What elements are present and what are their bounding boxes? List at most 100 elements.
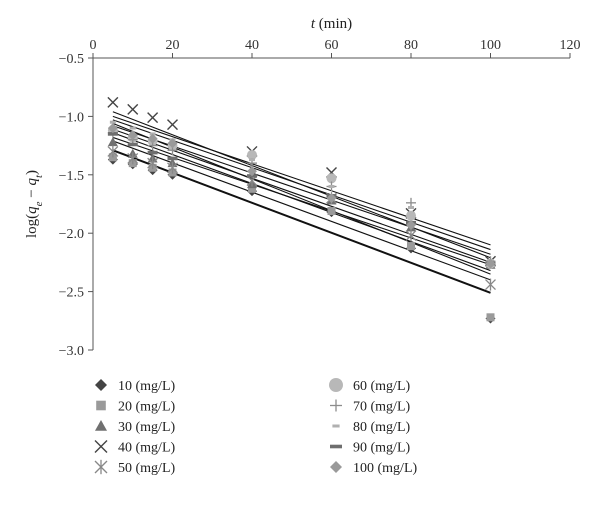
x-tick-label: 60 xyxy=(325,38,339,53)
circle-icon xyxy=(326,173,337,184)
x-tick-label: 0 xyxy=(90,38,97,53)
y-tick-label: −1.5 xyxy=(59,169,84,184)
axes: 0 20 40 60 80 100 120 −0.5 −1.0 −1.5 −2.0 −2.5 −3.0 xyxy=(59,38,581,359)
data-point xyxy=(248,184,256,193)
dash-icon xyxy=(129,126,136,130)
x-tick-label: 40 xyxy=(245,38,259,53)
data-point xyxy=(405,229,417,242)
legend-marker xyxy=(329,378,343,392)
y-tick-label: −3.0 xyxy=(59,344,84,359)
bar-icon xyxy=(330,444,342,449)
legend-marker xyxy=(95,420,107,431)
circle-icon xyxy=(329,378,343,392)
series-10-mg-l- xyxy=(107,154,496,324)
data-point xyxy=(167,119,178,131)
diamond-icon xyxy=(485,258,496,269)
data-point xyxy=(147,112,159,124)
diamond-icon xyxy=(167,138,178,149)
data-point xyxy=(485,258,496,269)
legend-marker xyxy=(330,444,342,449)
fit-lines xyxy=(112,111,491,294)
legend-label: 50 (mg/L) xyxy=(118,461,175,476)
series-30-mg-l- xyxy=(107,137,496,269)
fit-line xyxy=(112,115,491,246)
triangle-icon xyxy=(107,137,118,147)
legend-label: 10 (mg/L) xyxy=(118,379,175,394)
legend-label: 100 (mg/L) xyxy=(353,461,417,476)
legend-item: 40 (mg/L) xyxy=(94,440,175,456)
fit-line xyxy=(112,140,491,281)
x-tick-label: 80 xyxy=(404,38,418,53)
diamond-icon xyxy=(107,123,118,134)
data-point xyxy=(327,207,336,216)
dash-icon xyxy=(328,184,335,188)
square-icon xyxy=(407,242,415,251)
legend-item: 50 (mg/L) xyxy=(94,459,175,476)
bar-icon xyxy=(127,142,138,147)
legend-item: 100 (mg/L) xyxy=(330,461,417,476)
x-axis-title: t (min) xyxy=(311,16,352,32)
x-tick-label: 120 xyxy=(560,38,581,53)
x-tick-label: 100 xyxy=(480,38,501,53)
data-point xyxy=(127,103,139,115)
y-axis-title: log(qe − qt) xyxy=(24,170,45,238)
data-point xyxy=(167,138,178,149)
legend-item: 60 (mg/L) xyxy=(329,378,410,394)
legend-marker xyxy=(94,440,108,453)
data-point xyxy=(147,150,158,155)
data-point xyxy=(406,220,416,231)
legend-marker xyxy=(330,461,342,473)
data-point xyxy=(147,133,158,144)
dash-icon xyxy=(332,424,340,428)
triangle-icon xyxy=(95,420,107,431)
data-point xyxy=(127,152,139,165)
legend-item: 70 (mg/L) xyxy=(330,399,410,415)
legend-marker xyxy=(94,459,108,475)
data-point xyxy=(129,126,136,130)
data-point xyxy=(109,120,116,124)
legend-marker xyxy=(96,400,106,411)
data-point xyxy=(107,132,118,136)
x-icon xyxy=(147,112,159,124)
y-tick-label: −2.0 xyxy=(59,227,84,242)
legend-item: 20 (mg/L) xyxy=(96,400,175,415)
data-point xyxy=(127,130,138,141)
legend-item: 80 (mg/L) xyxy=(332,420,410,435)
legend-label: 30 (mg/L) xyxy=(118,420,175,435)
diamond-icon xyxy=(127,130,138,141)
diamond-icon xyxy=(247,166,257,177)
data-point xyxy=(486,313,495,322)
bar-icon xyxy=(147,150,158,155)
bar-icon xyxy=(107,132,118,136)
dash-icon xyxy=(249,158,255,162)
x-icon xyxy=(167,119,178,131)
data-point xyxy=(247,149,257,160)
legend-marker xyxy=(332,424,340,428)
y-tick-label: −2.5 xyxy=(59,286,84,301)
series-100-mg-l- xyxy=(107,123,496,269)
data-markers xyxy=(107,96,496,324)
data-point xyxy=(167,156,178,161)
legend-item: 30 (mg/L) xyxy=(95,420,175,435)
data-point xyxy=(326,173,337,184)
legend-item: 90 (mg/L) xyxy=(330,441,410,456)
dash-icon xyxy=(408,206,414,210)
diamond-icon xyxy=(406,220,416,231)
legend-item: 10 (mg/L) xyxy=(95,379,175,394)
legend-label: 70 (mg/L) xyxy=(353,400,410,415)
legend-label: 40 (mg/L) xyxy=(118,441,175,456)
bar-icon xyxy=(167,156,178,161)
legend-label: 20 (mg/L) xyxy=(118,400,175,415)
fit-line xyxy=(112,128,491,263)
y-tick-label: −1.0 xyxy=(59,110,84,125)
legend-marker xyxy=(95,379,107,391)
square-icon xyxy=(248,184,256,193)
dash-icon xyxy=(109,120,116,124)
diamond-icon xyxy=(326,193,337,204)
circle-icon xyxy=(406,210,416,221)
square-icon xyxy=(327,207,336,216)
diamond-icon xyxy=(95,379,107,391)
x-icon xyxy=(107,96,119,108)
data-point xyxy=(326,193,337,204)
